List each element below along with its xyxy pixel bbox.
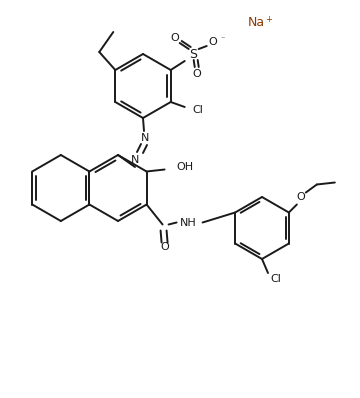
Text: O: O xyxy=(297,191,305,201)
Text: Na: Na xyxy=(248,16,265,29)
Text: O: O xyxy=(192,69,201,79)
Text: N: N xyxy=(131,155,139,165)
Text: Cl: Cl xyxy=(193,105,204,115)
Text: O: O xyxy=(208,37,217,47)
Text: ⁻: ⁻ xyxy=(221,35,225,43)
Text: NH: NH xyxy=(180,217,197,228)
Text: N: N xyxy=(141,133,149,143)
Text: O: O xyxy=(160,242,169,252)
Text: Cl: Cl xyxy=(270,274,281,284)
Text: S: S xyxy=(189,47,197,60)
Text: +: + xyxy=(265,16,272,25)
Text: O: O xyxy=(170,33,179,43)
Text: OH: OH xyxy=(176,162,194,172)
